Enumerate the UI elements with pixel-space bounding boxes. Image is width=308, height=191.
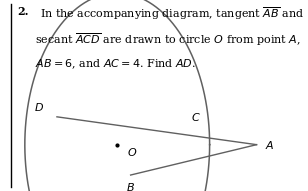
Text: $B$: $B$ [126,181,135,191]
Text: In the accompanying diagram, tangent $\overline{AB}$ and: In the accompanying diagram, tangent $\o… [40,6,304,23]
Text: $C$: $C$ [191,111,201,123]
Text: $O$: $O$ [127,146,137,158]
Text: $AB = 6$, and $AC = 4$. Find $AD$.: $AB = 6$, and $AC = 4$. Find $AD$. [35,57,197,71]
Text: $D$: $D$ [34,101,43,113]
Text: $A$: $A$ [265,139,274,151]
Text: 2.: 2. [17,6,28,17]
Text: secant $\overline{ACD}$ are drawn to circle $O$ from point $A$,: secant $\overline{ACD}$ are drawn to cir… [35,32,301,48]
